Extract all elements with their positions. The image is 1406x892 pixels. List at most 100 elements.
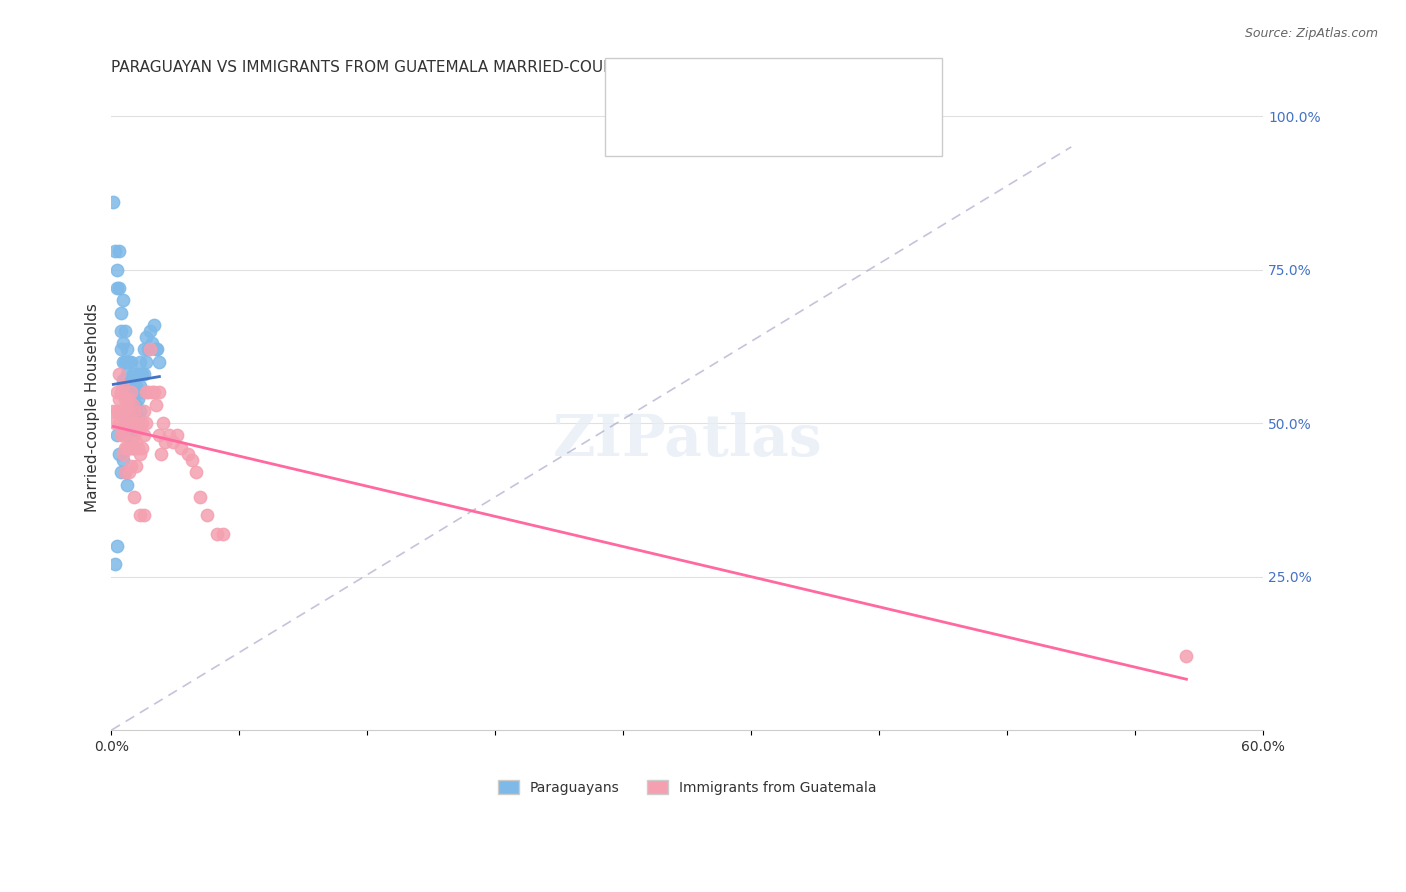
Immigrants from Guatemala	[127, 416, 149, 430]
Paraguayans	[114, 373, 136, 387]
Paraguayans	[111, 336, 134, 351]
Immigrants from Guatemala	[108, 416, 131, 430]
Immigrants from Guatemala	[136, 385, 159, 400]
Text: 68: 68	[879, 76, 901, 94]
Paraguayans	[114, 324, 136, 338]
Text: R =: R =	[661, 107, 707, 125]
Immigrants from Guatemala	[131, 416, 153, 430]
Paraguayans	[129, 355, 152, 369]
Paraguayans	[146, 343, 169, 357]
Text: N =: N =	[808, 107, 856, 125]
Text: ZIPatlas: ZIPatlas	[553, 412, 823, 468]
Paraguayans	[118, 410, 141, 425]
Immigrants from Guatemala	[205, 526, 228, 541]
Paraguayans	[120, 404, 142, 418]
Immigrants from Guatemala	[115, 398, 138, 412]
Immigrants from Guatemala	[118, 465, 141, 479]
Immigrants from Guatemala	[188, 490, 211, 504]
Legend: Paraguayans, Immigrants from Guatemala: Paraguayans, Immigrants from Guatemala	[492, 774, 883, 801]
Immigrants from Guatemala	[103, 404, 125, 418]
Paraguayans	[110, 324, 132, 338]
Paraguayans	[135, 330, 157, 344]
Immigrants from Guatemala	[120, 410, 142, 425]
Immigrants from Guatemala	[118, 416, 141, 430]
Paraguayans	[127, 392, 149, 406]
Immigrants from Guatemala	[125, 416, 148, 430]
Paraguayans	[124, 385, 146, 400]
Immigrants from Guatemala	[125, 459, 148, 474]
Paraguayans	[132, 367, 155, 381]
Paraguayans	[105, 428, 128, 442]
Paraguayans	[121, 428, 143, 442]
Immigrants from Guatemala	[110, 385, 132, 400]
Text: -0.322: -0.322	[738, 107, 797, 125]
Immigrants from Guatemala	[132, 428, 155, 442]
Immigrants from Guatemala	[124, 404, 146, 418]
Paraguayans	[118, 392, 141, 406]
Immigrants from Guatemala	[118, 392, 141, 406]
Paraguayans	[105, 281, 128, 295]
Immigrants from Guatemala	[125, 434, 148, 449]
Immigrants from Guatemala	[118, 441, 141, 455]
Immigrants from Guatemala	[132, 404, 155, 418]
Paraguayans	[105, 262, 128, 277]
Immigrants from Guatemala	[105, 385, 128, 400]
Paraguayans	[125, 398, 148, 412]
Paraguayans	[114, 355, 136, 369]
Paraguayans	[125, 416, 148, 430]
Paraguayans	[103, 195, 125, 210]
Immigrants from Guatemala	[169, 441, 191, 455]
Immigrants from Guatemala	[211, 526, 233, 541]
Immigrants from Guatemala	[153, 434, 176, 449]
Paraguayans	[118, 355, 141, 369]
Paraguayans	[127, 367, 149, 381]
Immigrants from Guatemala	[111, 379, 134, 393]
Paraguayans	[110, 343, 132, 357]
Immigrants from Guatemala	[124, 428, 146, 442]
Paraguayans	[111, 373, 134, 387]
Immigrants from Guatemala	[142, 385, 165, 400]
Immigrants from Guatemala	[129, 447, 152, 461]
Immigrants from Guatemala	[120, 459, 142, 474]
Paraguayans	[129, 379, 152, 393]
Immigrants from Guatemala	[177, 447, 200, 461]
Paraguayans	[104, 558, 127, 572]
Immigrants from Guatemala	[139, 343, 162, 357]
Immigrants from Guatemala	[108, 367, 131, 381]
Immigrants from Guatemala	[120, 385, 142, 400]
Paraguayans	[114, 465, 136, 479]
Y-axis label: Married-couple Households: Married-couple Households	[86, 303, 100, 512]
Immigrants from Guatemala	[121, 398, 143, 412]
Immigrants from Guatemala	[131, 441, 153, 455]
Immigrants from Guatemala	[150, 447, 173, 461]
Immigrants from Guatemala	[141, 385, 163, 400]
Paraguayans	[129, 404, 152, 418]
Immigrants from Guatemala	[105, 404, 128, 418]
Paraguayans	[111, 293, 134, 308]
Paraguayans	[105, 539, 128, 553]
Immigrants from Guatemala	[124, 490, 146, 504]
Paraguayans	[115, 385, 138, 400]
Immigrants from Guatemala	[135, 385, 157, 400]
Immigrants from Guatemala	[121, 416, 143, 430]
Paraguayans	[145, 343, 167, 357]
Paraguayans	[132, 343, 155, 357]
Paraguayans	[120, 385, 142, 400]
Immigrants from Guatemala	[111, 447, 134, 461]
Immigrants from Guatemala	[114, 465, 136, 479]
Paraguayans	[131, 367, 153, 381]
Paraguayans	[118, 428, 141, 442]
Paraguayans	[115, 477, 138, 491]
Immigrants from Guatemala	[120, 434, 142, 449]
Text: 0.265: 0.265	[738, 76, 796, 94]
Immigrants from Guatemala	[184, 465, 207, 479]
Paraguayans	[124, 441, 146, 455]
Immigrants from Guatemala	[115, 416, 138, 430]
Immigrants from Guatemala	[127, 441, 149, 455]
Paraguayans	[115, 367, 138, 381]
Paraguayans	[148, 355, 170, 369]
Paraguayans	[139, 324, 162, 338]
Immigrants from Guatemala	[111, 404, 134, 418]
Immigrants from Guatemala	[166, 428, 188, 442]
Immigrants from Guatemala	[104, 416, 127, 430]
